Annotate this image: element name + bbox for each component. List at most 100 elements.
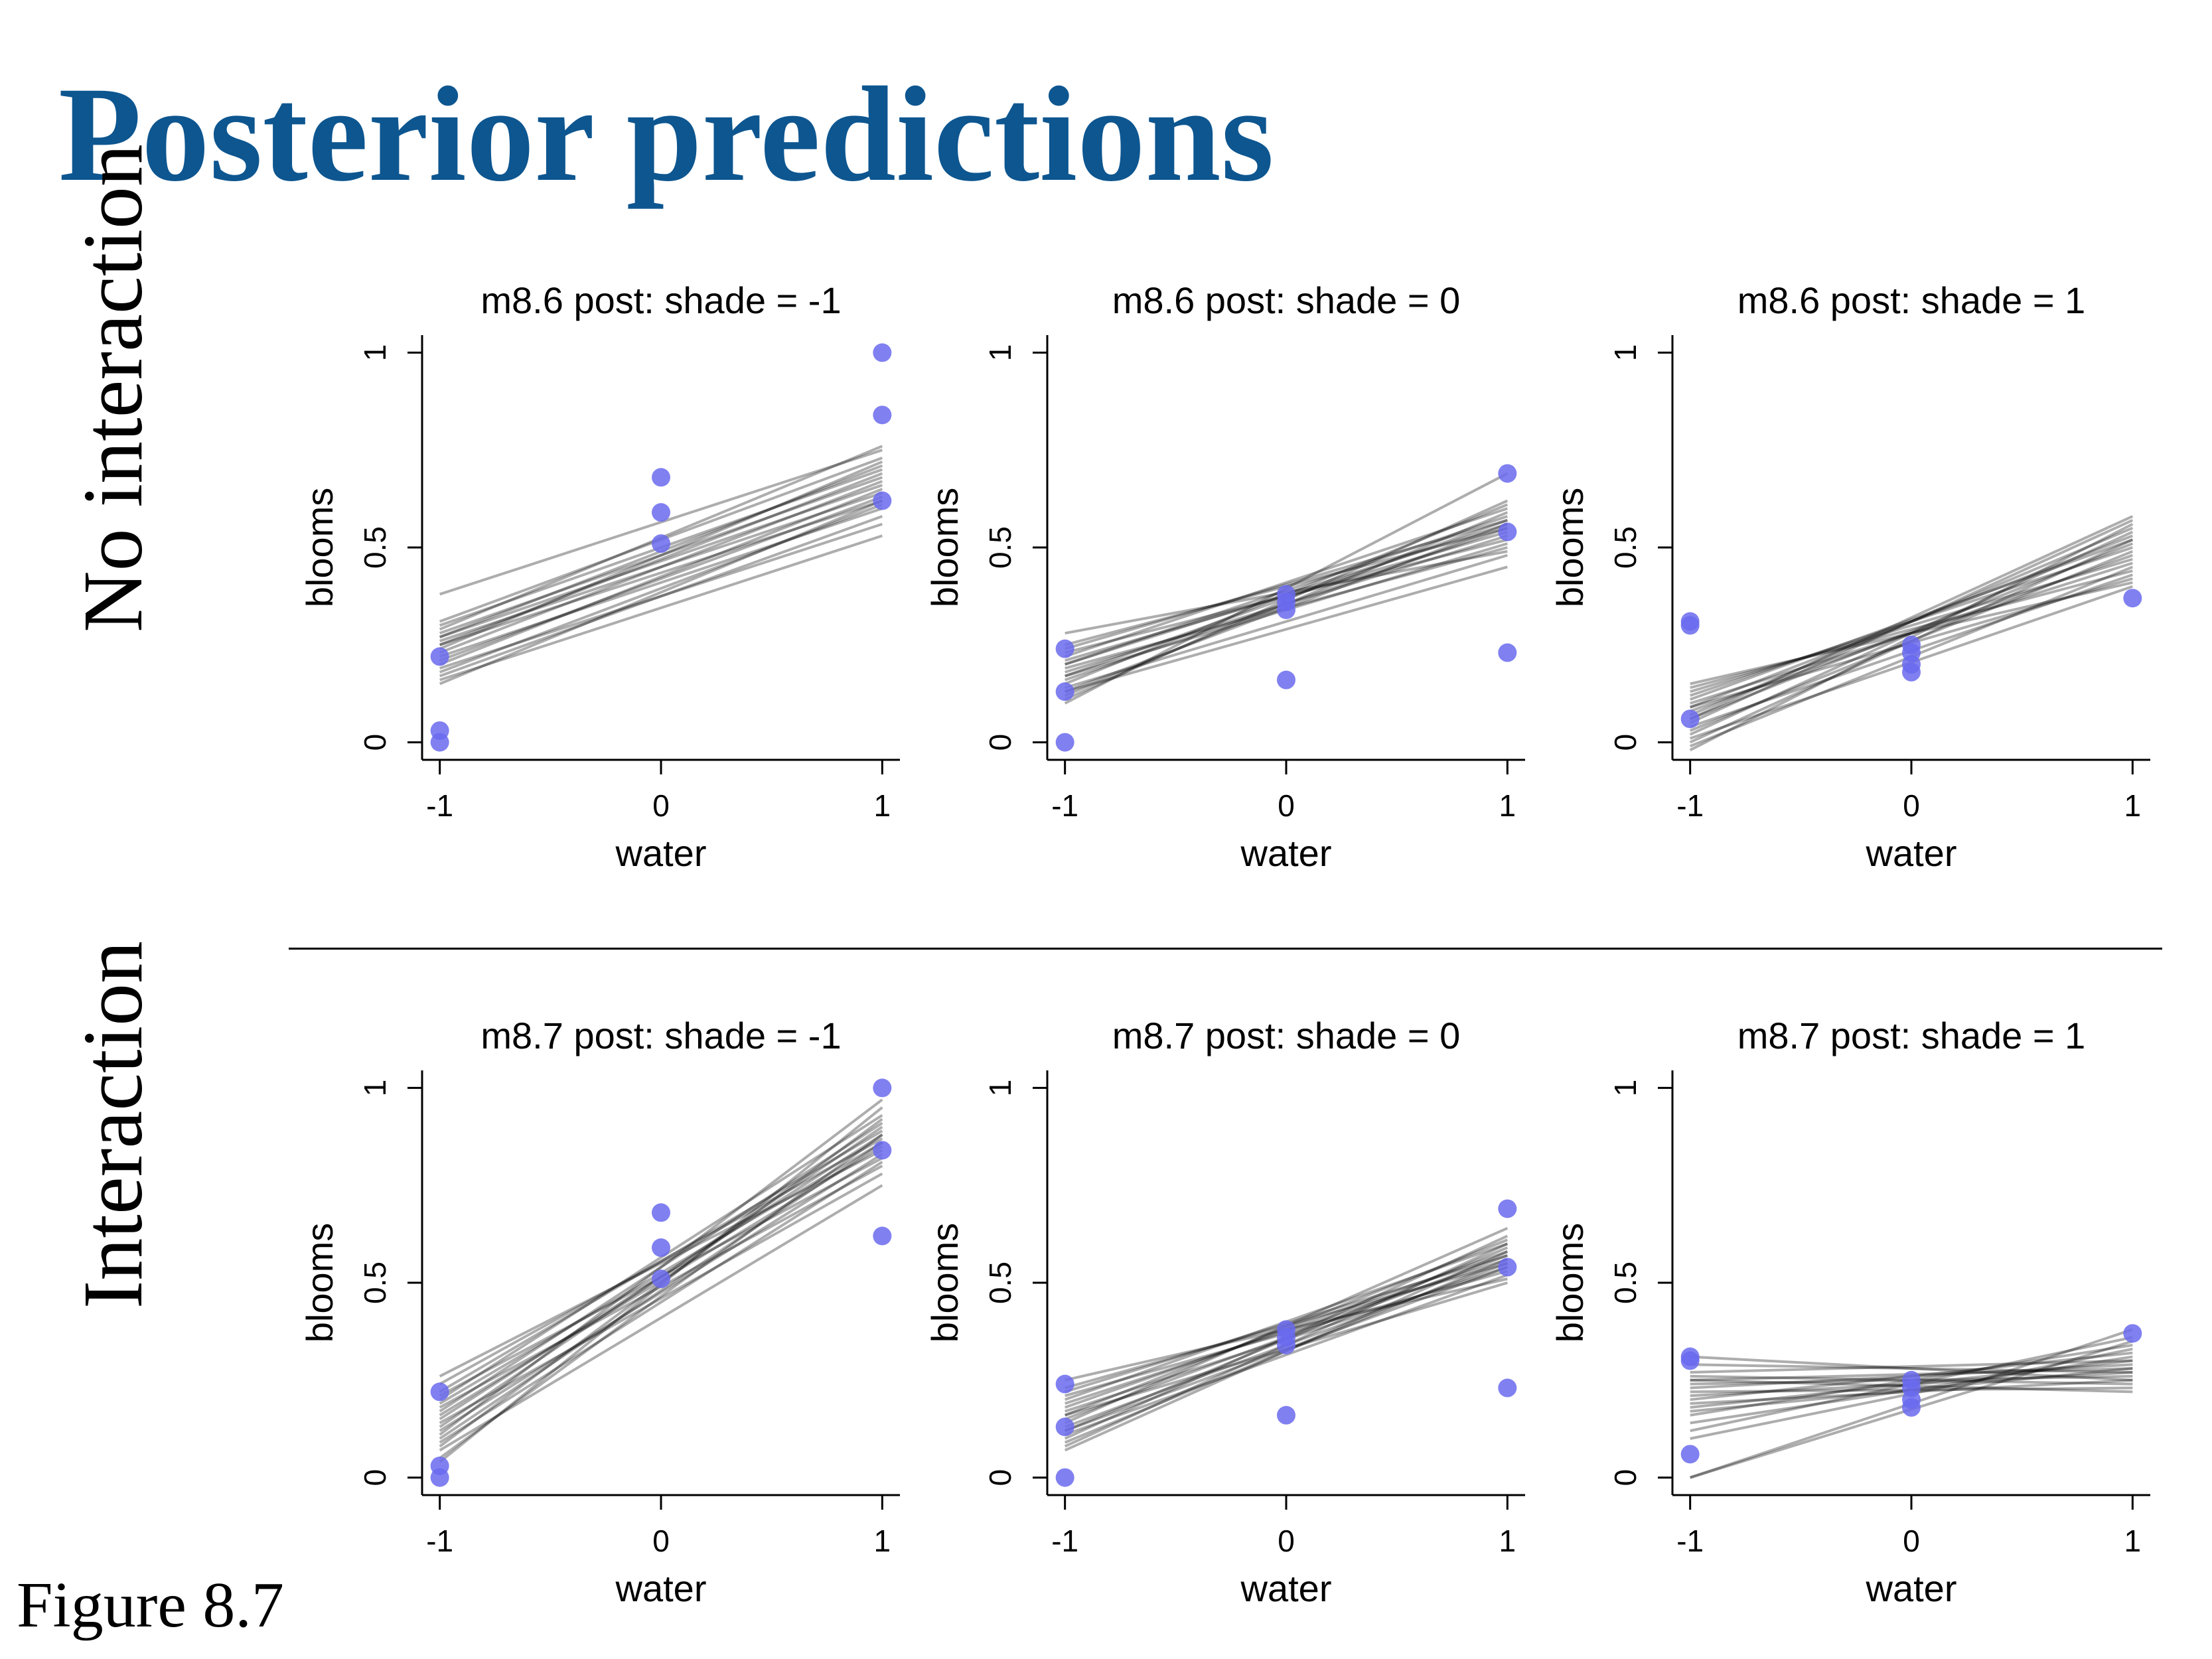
x-tick-label: 0 xyxy=(1278,1524,1295,1558)
posterior-line xyxy=(1065,507,1508,658)
data-point xyxy=(1055,639,1074,658)
posterior-line xyxy=(1690,561,2133,705)
x-tick-label: 1 xyxy=(2124,788,2142,823)
x-tick-label: -1 xyxy=(1051,1524,1078,1558)
posterior-line xyxy=(439,495,883,662)
posterior-line xyxy=(439,472,883,646)
data-point xyxy=(1498,643,1517,662)
panel-m8-7-shade-1: m8.7 post: shade = 1 -1 0 1 0 0.5 1 water blooms xyxy=(1549,1015,2150,1609)
x-axis-label: water xyxy=(615,1567,707,1609)
data-point xyxy=(430,1382,449,1402)
row-divider xyxy=(289,948,2162,950)
posterior-line xyxy=(1689,526,2134,717)
y-axis-label: blooms xyxy=(1549,1223,1591,1343)
posterior-line xyxy=(439,499,883,646)
data-point xyxy=(1277,1335,1295,1354)
data-point xyxy=(1680,1351,1700,1370)
panel-m8-6-shade-neg1: m8.6 post: shade = -1 -1 0 1 0 0.5 1 water bloom… xyxy=(299,279,900,874)
chart-title: m8.7 post: shade = -1 xyxy=(480,1015,841,1056)
posterior-line xyxy=(1064,1273,1509,1436)
panel-m8-6-shade-1: m8.6 post: shade = 1 -1 0 1 0 0.5 1 water blooms xyxy=(1549,279,2150,874)
posterior-line xyxy=(1690,557,2133,693)
data-point xyxy=(430,647,449,666)
posterior-line xyxy=(439,449,883,596)
y-tick-label: 0.5 xyxy=(983,1262,1017,1304)
posterior-line xyxy=(1689,530,2134,736)
data-point xyxy=(1680,709,1700,729)
y-tick-label: 0.5 xyxy=(1608,1262,1643,1304)
y-tick-label: 0.5 xyxy=(358,526,392,569)
data-point xyxy=(2123,1324,2142,1343)
x-tick-label: 0 xyxy=(652,788,670,823)
data-point xyxy=(1498,1378,1517,1398)
data-point xyxy=(652,1238,670,1258)
chart-title: m8.7 post: shade = 1 xyxy=(1737,1015,2086,1056)
posterior-line xyxy=(1690,1359,2133,1374)
data-point xyxy=(1498,1258,1517,1277)
x-tick-label: 1 xyxy=(2124,1524,2142,1558)
chart-title: m8.6 post: shade = 1 xyxy=(1737,279,2086,321)
x-tick-label: 0 xyxy=(1903,788,1920,823)
y-tick-label: 0.5 xyxy=(1608,526,1643,569)
panel-m8-7-shade-neg1: m8.7 post: shade = -1 -1 0 1 0 0.5 1 water bloom… xyxy=(299,1015,900,1609)
posterior-line xyxy=(439,1149,883,1378)
posterior-line xyxy=(439,1098,883,1436)
posterior-line xyxy=(439,507,883,658)
posterior-line xyxy=(1065,565,1508,693)
y-tick-label: 0.5 xyxy=(983,526,1017,569)
x-tick-label: 1 xyxy=(1499,788,1516,823)
y-tick-label: 0 xyxy=(983,734,1017,751)
x-tick-label: -1 xyxy=(426,788,453,823)
x-tick-label: 1 xyxy=(874,788,891,823)
posterior-line xyxy=(1690,581,2133,685)
posterior-line xyxy=(439,476,883,635)
posterior-line xyxy=(439,515,883,678)
data-point xyxy=(873,1226,892,1246)
posterior-line xyxy=(1689,515,2134,721)
posterior-line xyxy=(1690,569,2133,689)
x-axis-label: water xyxy=(1866,832,1957,874)
data-point xyxy=(1055,1417,1074,1437)
data-point xyxy=(652,1269,670,1289)
posterior-line xyxy=(1689,519,2134,725)
row-label-interaction: Interaction xyxy=(66,940,160,1309)
posterior-line xyxy=(439,1114,883,1401)
x-tick-label: 0 xyxy=(1278,788,1295,823)
page-title: Posterior predictions xyxy=(58,59,1274,210)
y-tick-label: 1 xyxy=(358,344,392,362)
y-tick-label: 0 xyxy=(1608,1469,1643,1486)
row-label-no-interaction: No interaction xyxy=(66,144,160,632)
posterior-line xyxy=(1690,1363,2133,1374)
x-axis-label: water xyxy=(1240,1567,1332,1609)
data-point xyxy=(430,1468,449,1487)
y-tick-label: 1 xyxy=(1608,344,1643,362)
y-axis-label: blooms xyxy=(299,1223,340,1343)
data-point xyxy=(1680,616,1700,635)
panel-m8-7-shade-0: m8.7 post: shade = 0 -1 0 1 0 0.5 1 water blooms xyxy=(924,1015,1525,1609)
posterior-line xyxy=(1065,553,1508,689)
posterior-line xyxy=(1690,1355,2133,1382)
posterior-line xyxy=(439,522,883,670)
y-tick-label: 0 xyxy=(1608,734,1643,751)
chart-title: m8.7 post: shade = 0 xyxy=(1112,1015,1461,1056)
data-point xyxy=(1498,1199,1517,1218)
posterior-line xyxy=(1689,538,2134,701)
posterior-line xyxy=(439,1121,883,1413)
data-point xyxy=(1055,1468,1074,1487)
data-point xyxy=(1680,1445,1700,1464)
posterior-line xyxy=(439,1133,883,1459)
data-point xyxy=(873,343,892,362)
posterior-line xyxy=(439,1161,883,1444)
posterior-line xyxy=(439,1153,883,1432)
data-point xyxy=(1902,662,1921,682)
figure-caption: Figure 8.7 xyxy=(17,1569,284,1641)
y-tick-label: 0 xyxy=(983,1469,1017,1486)
x-tick-label: 0 xyxy=(652,1524,670,1558)
posterior-line xyxy=(439,491,883,642)
y-axis-label: blooms xyxy=(924,488,966,608)
x-axis-label: water xyxy=(1240,832,1332,874)
x-tick-label: 0 xyxy=(1903,1524,1920,1558)
posterior-line xyxy=(439,1184,883,1452)
posterior-line xyxy=(439,1172,883,1425)
chart-title: m8.6 post: shade = -1 xyxy=(480,279,841,321)
